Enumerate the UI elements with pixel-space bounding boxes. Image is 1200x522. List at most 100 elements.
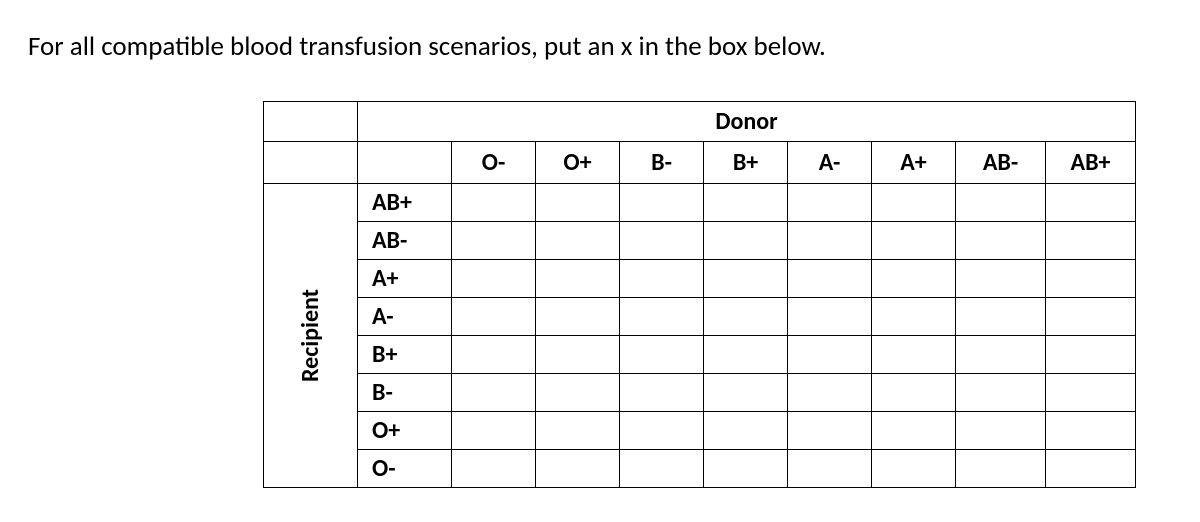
cell-4-0[interactable] [452, 336, 536, 374]
cell-2-3[interactable] [704, 260, 788, 298]
cell-7-7[interactable] [1046, 450, 1136, 488]
cell-0-5[interactable] [872, 184, 956, 222]
compatibility-table: Donor O- O+ B- B+ A- A+ AB- AB+ Recipien… [263, 101, 1136, 488]
cell-2-2[interactable] [620, 260, 704, 298]
cell-2-0[interactable] [452, 260, 536, 298]
cell-1-4[interactable] [788, 222, 872, 260]
cell-5-5[interactable] [872, 374, 956, 412]
cell-5-2[interactable] [620, 374, 704, 412]
donor-label-cell: Donor [358, 102, 1136, 142]
recipient-row-0: AB+ [358, 184, 452, 222]
cell-5-3[interactable] [704, 374, 788, 412]
cell-1-0[interactable] [452, 222, 536, 260]
donor-col-6: AB- [956, 142, 1046, 184]
table-row: A- [264, 298, 1136, 336]
table-row: AB- [264, 222, 1136, 260]
cell-7-2[interactable] [620, 450, 704, 488]
cell-5-0[interactable] [452, 374, 536, 412]
table-row: B+ [264, 336, 1136, 374]
cell-1-5[interactable] [872, 222, 956, 260]
cell-6-6[interactable] [956, 412, 1046, 450]
cell-6-0[interactable] [452, 412, 536, 450]
column-header-row: O- O+ B- B+ A- A+ AB- AB+ [264, 142, 1136, 184]
donor-col-2: B- [620, 142, 704, 184]
cell-6-3[interactable] [704, 412, 788, 450]
cell-3-1[interactable] [536, 298, 620, 336]
donor-header-row: Donor [264, 102, 1136, 142]
cell-0-7[interactable] [1046, 184, 1136, 222]
donor-col-7: AB+ [1046, 142, 1136, 184]
recipient-row-7: O- [358, 450, 452, 488]
cell-2-4[interactable] [788, 260, 872, 298]
cell-4-6[interactable] [956, 336, 1046, 374]
cell-1-3[interactable] [704, 222, 788, 260]
table-row: A+ [264, 260, 1136, 298]
recipient-row-6: O+ [358, 412, 452, 450]
recipient-label: Recipient [296, 289, 325, 382]
cell-1-6[interactable] [956, 222, 1046, 260]
cell-4-2[interactable] [620, 336, 704, 374]
cell-5-6[interactable] [956, 374, 1046, 412]
cell-1-1[interactable] [536, 222, 620, 260]
cell-4-3[interactable] [704, 336, 788, 374]
cell-6-5[interactable] [872, 412, 956, 450]
cell-3-4[interactable] [788, 298, 872, 336]
instruction-text: For all compatible blood transfusion sce… [28, 30, 1172, 63]
cell-1-2[interactable] [620, 222, 704, 260]
cell-2-5[interactable] [872, 260, 956, 298]
cell-3-2[interactable] [620, 298, 704, 336]
blank-over-row-labels [358, 142, 452, 184]
table-row: Recipient AB+ [264, 184, 1136, 222]
corner-cell-2 [264, 142, 358, 184]
cell-7-0[interactable] [452, 450, 536, 488]
donor-col-4: A- [788, 142, 872, 184]
cell-3-7[interactable] [1046, 298, 1136, 336]
cell-3-6[interactable] [956, 298, 1046, 336]
recipient-row-4: B+ [358, 336, 452, 374]
table-row: O+ [264, 412, 1136, 450]
cell-6-7[interactable] [1046, 412, 1136, 450]
cell-7-3[interactable] [704, 450, 788, 488]
cell-7-6[interactable] [956, 450, 1046, 488]
recipient-row-5: B- [358, 374, 452, 412]
cell-0-0[interactable] [452, 184, 536, 222]
cell-7-4[interactable] [788, 450, 872, 488]
cell-7-1[interactable] [536, 450, 620, 488]
corner-cell-1 [264, 102, 358, 142]
cell-5-4[interactable] [788, 374, 872, 412]
cell-6-1[interactable] [536, 412, 620, 450]
cell-7-5[interactable] [872, 450, 956, 488]
donor-col-1: O+ [536, 142, 620, 184]
cell-6-2[interactable] [620, 412, 704, 450]
cell-3-3[interactable] [704, 298, 788, 336]
recipient-label-cell: Recipient [264, 184, 358, 488]
donor-col-3: B+ [704, 142, 788, 184]
cell-4-7[interactable] [1046, 336, 1136, 374]
cell-4-4[interactable] [788, 336, 872, 374]
cell-2-7[interactable] [1046, 260, 1136, 298]
cell-5-7[interactable] [1046, 374, 1136, 412]
cell-0-6[interactable] [956, 184, 1046, 222]
cell-1-7[interactable] [1046, 222, 1136, 260]
recipient-row-3: A- [358, 298, 452, 336]
cell-4-1[interactable] [536, 336, 620, 374]
cell-6-4[interactable] [788, 412, 872, 450]
cell-3-5[interactable] [872, 298, 956, 336]
cell-3-0[interactable] [452, 298, 536, 336]
table-row: O- [264, 450, 1136, 488]
cell-0-4[interactable] [788, 184, 872, 222]
table-row: B- [264, 374, 1136, 412]
cell-0-2[interactable] [620, 184, 704, 222]
recipient-row-1: AB- [358, 222, 452, 260]
donor-label: Donor [715, 107, 777, 136]
cell-0-3[interactable] [704, 184, 788, 222]
cell-0-1[interactable] [536, 184, 620, 222]
cell-2-1[interactable] [536, 260, 620, 298]
cell-4-5[interactable] [872, 336, 956, 374]
recipient-row-2: A+ [358, 260, 452, 298]
compatibility-table-wrap: Donor O- O+ B- B+ A- A+ AB- AB+ Recipien… [263, 101, 1172, 488]
cell-2-6[interactable] [956, 260, 1046, 298]
cell-5-1[interactable] [536, 374, 620, 412]
donor-col-5: A+ [872, 142, 956, 184]
donor-col-0: O- [452, 142, 536, 184]
